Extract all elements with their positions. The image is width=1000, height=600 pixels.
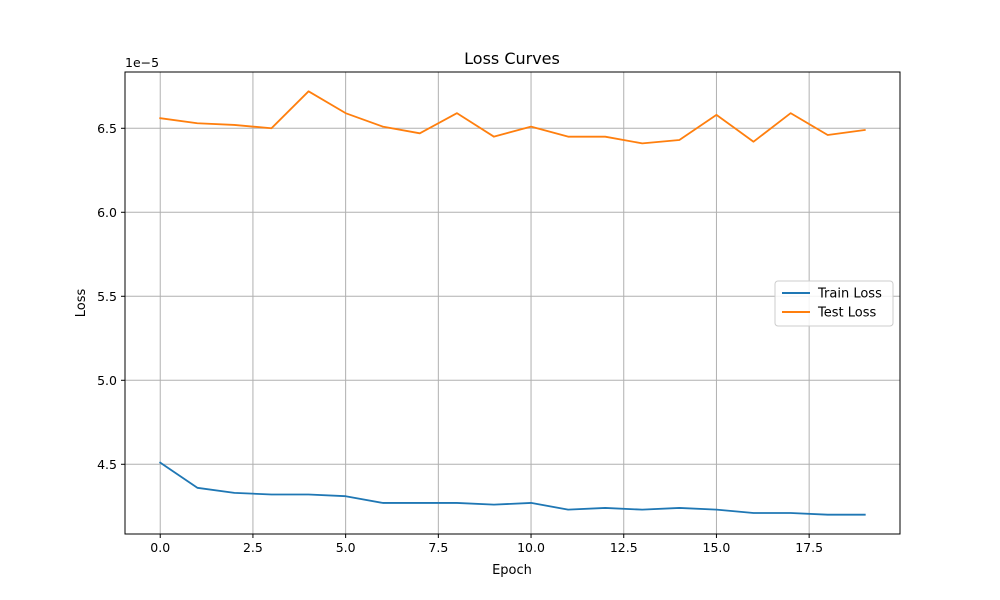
x-axis-label: Epoch [492, 563, 532, 578]
x-tick-label: 10.0 [517, 540, 545, 555]
legend-label-train-loss: Train Loss [817, 287, 882, 302]
x-tick-label: 15.0 [703, 540, 731, 555]
chart-title: Loss Curves [464, 49, 560, 68]
plot-frame [124, 71, 901, 535]
series-layer [158, 90, 866, 516]
x-tick-label: 12.5 [610, 540, 638, 555]
tick-layer: 0.0 2.5 5.0 7.5 10.0 12.5 15.0 17.5 4.5 5.0 5.5 6.0… [97, 121, 823, 555]
y-tick-label: 4.5 [97, 457, 117, 472]
x-tick-label: 2.5 [243, 540, 263, 555]
x-tick-label: 7.5 [428, 540, 448, 555]
y-tick-label: 5.5 [97, 289, 117, 304]
x-tick-label: 5.0 [336, 540, 356, 555]
y-tick-label: 5.0 [97, 373, 117, 388]
y-tick-label: 6.5 [97, 121, 117, 136]
x-tick-label: 0.0 [150, 540, 170, 555]
y-axis-offset-label: 1e−5 [125, 55, 159, 70]
legend-label-test-loss: Test Loss [817, 306, 876, 321]
x-tick-label: 17.5 [795, 540, 823, 555]
grid-layer [125, 72, 900, 534]
y-tick-label: 6.0 [97, 205, 117, 220]
y-axis-label: Loss [74, 289, 89, 318]
series-line-train-loss [158, 461, 866, 516]
legend: Train Loss Test Loss [774, 280, 894, 327]
series-line-test-loss [159, 90, 866, 145]
